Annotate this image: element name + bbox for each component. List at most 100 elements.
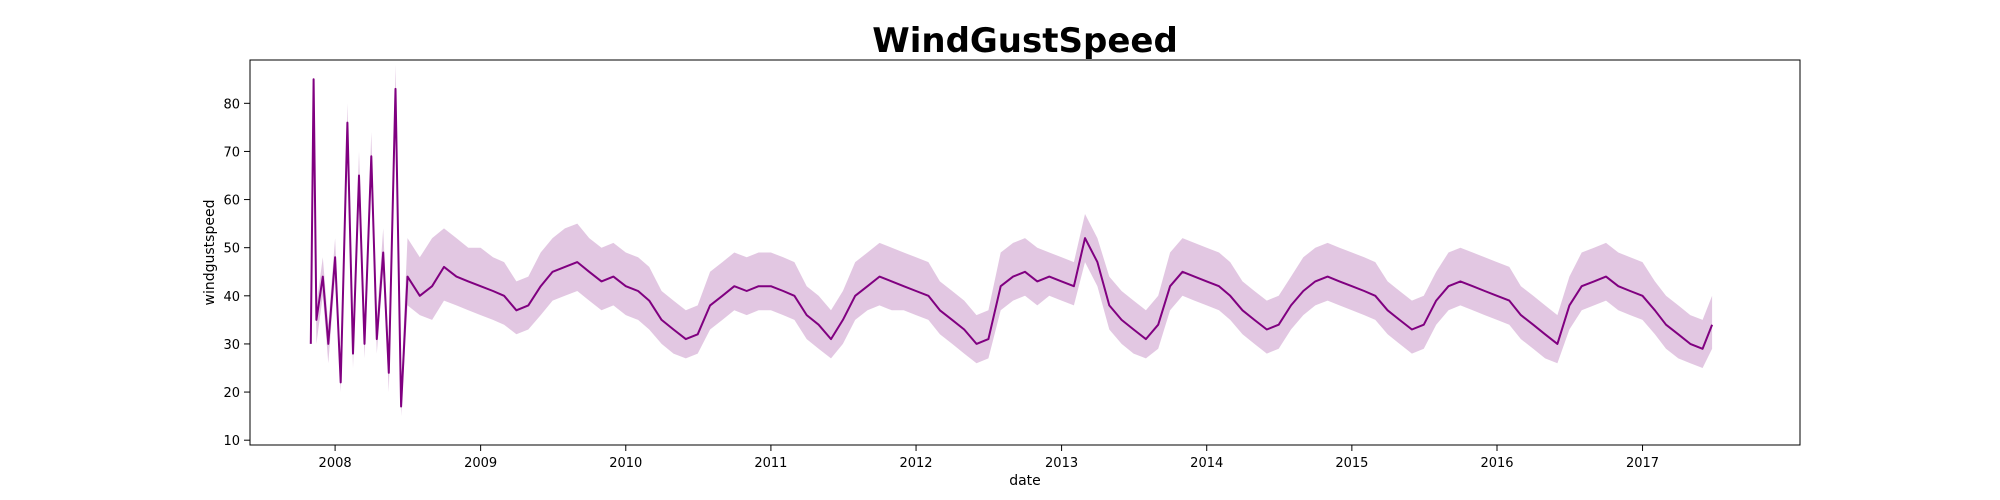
data-point xyxy=(1206,280,1208,282)
chart-title: WindGustSpeed xyxy=(872,21,1178,61)
data-point xyxy=(793,295,795,297)
data-point xyxy=(419,295,421,297)
data-point xyxy=(1327,276,1329,278)
data-point xyxy=(1145,338,1147,340)
data-point xyxy=(1253,319,1255,321)
data-point xyxy=(1593,280,1595,282)
x-tick-label: 2011 xyxy=(754,456,787,471)
data-point xyxy=(1642,295,1644,297)
x-tick-label: 2017 xyxy=(1626,456,1659,471)
y-tick-label: 50 xyxy=(223,242,240,257)
data-point xyxy=(395,88,397,90)
data-point xyxy=(1532,324,1534,326)
data-point xyxy=(552,271,554,273)
x-axis-label: date xyxy=(1009,473,1041,489)
data-point xyxy=(830,338,832,340)
data-point xyxy=(455,276,457,278)
data-point xyxy=(1024,271,1026,273)
data-point xyxy=(1496,295,1498,297)
data-point xyxy=(1036,280,1038,282)
data-point xyxy=(407,276,409,278)
data-point xyxy=(770,285,772,287)
data-point xyxy=(673,329,675,331)
x-tick-label: 2015 xyxy=(1335,456,1368,471)
data-point xyxy=(1435,300,1437,302)
data-point xyxy=(1629,290,1631,292)
data-point xyxy=(1229,295,1231,297)
data-point xyxy=(1605,276,1607,278)
data-point xyxy=(1182,271,1184,273)
data-point xyxy=(480,285,482,287)
data-point xyxy=(1073,285,1075,287)
data-point xyxy=(1218,285,1220,287)
data-point xyxy=(927,295,929,297)
data-point xyxy=(540,285,542,287)
confidence-band-area xyxy=(310,64,1713,417)
data-point xyxy=(1411,329,1413,331)
data-point xyxy=(1351,285,1353,287)
data-point xyxy=(854,295,856,297)
data-point xyxy=(1096,261,1098,263)
data-point xyxy=(388,372,390,374)
data-point xyxy=(1677,333,1679,335)
data-point xyxy=(358,175,360,177)
data-point xyxy=(1314,280,1316,282)
data-point xyxy=(527,304,529,306)
data-point xyxy=(313,78,315,80)
data-point xyxy=(1000,285,1002,287)
x-axis: 2008 2009 2010 2011 2012 2013 2014 2015 2016 2017 xyxy=(319,445,1659,471)
data-point xyxy=(612,276,614,278)
y-axis: 10 20 30 40 50 60 70 80 xyxy=(223,97,250,449)
data-point xyxy=(431,285,433,287)
data-point xyxy=(842,319,844,321)
data-point xyxy=(376,338,378,340)
data-point xyxy=(987,338,989,340)
data-point xyxy=(721,295,723,297)
y-axis-label: windgustspeed xyxy=(202,200,218,306)
data-point xyxy=(315,319,317,321)
data-point xyxy=(951,319,953,321)
data-point xyxy=(963,329,965,331)
data-point xyxy=(346,122,348,124)
data-point xyxy=(443,266,445,268)
data-point xyxy=(903,285,905,287)
data-point xyxy=(1193,276,1195,278)
y-tick-label: 30 xyxy=(223,338,240,353)
data-point xyxy=(503,295,505,297)
data-point xyxy=(576,261,578,263)
y-tick-label: 10 xyxy=(223,434,240,449)
data-point xyxy=(1702,348,1704,350)
y-tick-label: 20 xyxy=(223,386,240,401)
data-point xyxy=(733,285,735,287)
data-point xyxy=(1363,290,1365,292)
data-point xyxy=(758,285,760,287)
data-point xyxy=(915,290,917,292)
data-point xyxy=(1520,314,1522,316)
data-point xyxy=(1568,304,1570,306)
data-point xyxy=(1084,237,1086,239)
data-point xyxy=(1133,329,1135,331)
data-point xyxy=(891,280,893,282)
data-point xyxy=(1121,319,1123,321)
confidence-band xyxy=(310,64,1713,417)
data-point xyxy=(322,276,324,278)
data-point xyxy=(400,406,402,408)
data-point xyxy=(806,314,808,316)
data-point xyxy=(697,333,699,335)
y-tick-label: 70 xyxy=(223,145,240,160)
data-point xyxy=(588,271,590,273)
data-point xyxy=(685,338,687,340)
data-point xyxy=(467,280,469,282)
data-point xyxy=(1157,324,1159,326)
data-point xyxy=(939,309,941,311)
data-point xyxy=(564,266,566,268)
data-point xyxy=(867,285,869,287)
data-point xyxy=(1169,285,1171,287)
data-point xyxy=(1242,309,1244,311)
data-point xyxy=(515,309,517,311)
data-point xyxy=(1387,309,1389,311)
data-point xyxy=(1484,290,1486,292)
x-tick-label: 2008 xyxy=(319,456,352,471)
data-point xyxy=(625,285,627,287)
